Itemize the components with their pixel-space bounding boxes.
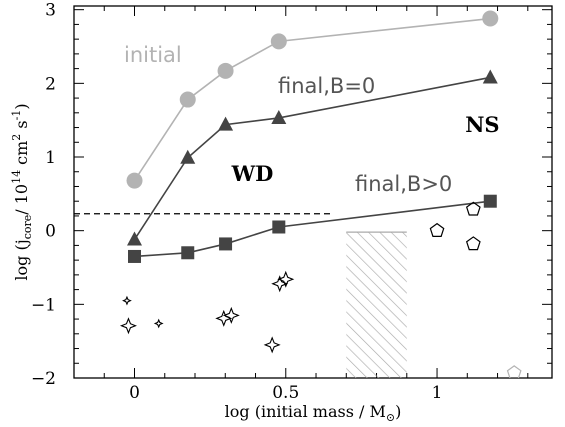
- y-tick-label: 1: [45, 148, 56, 168]
- series-0-point: [217, 62, 234, 79]
- plot-frame: [73, 5, 553, 379]
- series-label-final-b0: final,B=0: [278, 74, 375, 98]
- wd-small-star-marker: [153, 318, 164, 329]
- series-label-initial: initial: [124, 43, 182, 67]
- x-axis-label: log (initial mass / M⊙): [225, 402, 402, 424]
- series-1-point: [127, 231, 143, 246]
- series-2-point: [219, 237, 233, 251]
- y-tick-label: 3: [45, 1, 56, 21]
- ns-pentagon-marker: [429, 222, 445, 237]
- series-label-final-bpos: final,B>0: [355, 172, 452, 196]
- series-0-point: [126, 172, 143, 189]
- series-0-point: [270, 33, 287, 50]
- wd-star-marker: [222, 306, 240, 324]
- y-tick-label: −1: [31, 295, 56, 315]
- series-1-point: [180, 149, 196, 164]
- series-2-point: [272, 220, 286, 234]
- series-1-point: [218, 116, 234, 131]
- wd-star-marker: [277, 270, 295, 288]
- series-layer: [126, 10, 499, 263]
- series-2-point: [181, 246, 195, 260]
- axis-ticks: [74, 6, 552, 378]
- series-0-point: [482, 10, 499, 27]
- x-tick-label: 1: [432, 383, 443, 403]
- axis-tick-labels: 0 0.5 1 −2 −1 0 1 2 3: [31, 1, 443, 403]
- y-tick-label: 2: [45, 74, 56, 94]
- region-label-ns: NS: [465, 112, 499, 137]
- ns-pentagon-marker: [465, 236, 481, 251]
- x-tick-label: 0: [129, 383, 140, 403]
- series-2-point: [483, 194, 497, 208]
- y-axis-label: log (jcore/ 1014 cm2 s-1): [10, 103, 34, 280]
- hatched-region: [346, 232, 407, 378]
- y-tick-label: 0: [45, 222, 56, 242]
- region-label-wd: WD: [231, 161, 274, 186]
- wd-star-marker: [119, 317, 137, 335]
- ns-pentagon-marker: [465, 201, 481, 216]
- y-tick-label: −2: [31, 369, 56, 389]
- wd-small-star-marker: [122, 295, 132, 306]
- series-0-point: [179, 91, 196, 108]
- series-1-point: [482, 69, 498, 84]
- wd-star-marker: [263, 336, 281, 354]
- observation-symbols: [119, 201, 522, 378]
- wd-star-marker: [271, 275, 289, 293]
- series-1-point: [271, 109, 287, 124]
- gray-pentagon-marker: [506, 365, 522, 378]
- series-2-point: [128, 249, 142, 263]
- x-tick-label: 0.5: [272, 383, 299, 403]
